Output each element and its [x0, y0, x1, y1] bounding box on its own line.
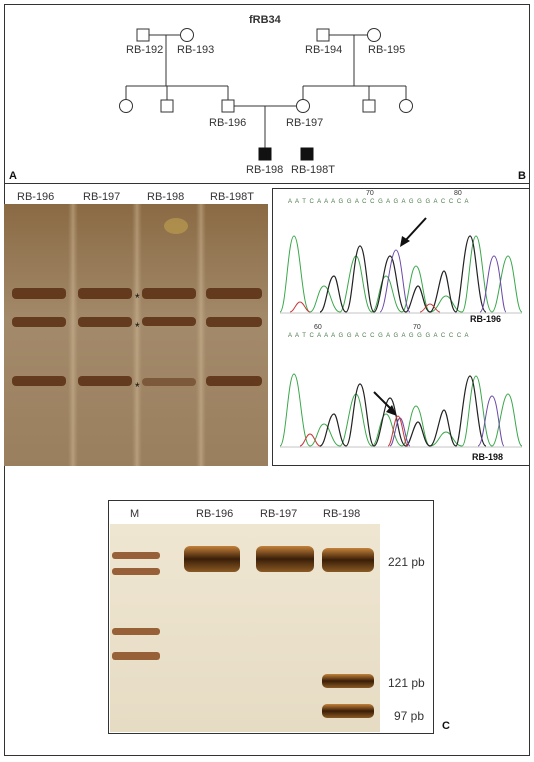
sscp-lane-label: RB-198 [147, 191, 185, 203]
size-label-97: 97 pb [394, 709, 425, 723]
seq-top-ruler: 70 [366, 190, 374, 197]
sscp-band [12, 317, 66, 327]
band-rb196-221 [184, 546, 240, 572]
label-rb197: RB-197 [286, 117, 324, 129]
label-rb194: RB-194 [305, 44, 343, 56]
pedigree-family-id: fRB34 [249, 14, 281, 26]
sscp-band [142, 378, 196, 386]
pedigree-female-sib-right [399, 99, 413, 113]
band-rb198-97 [322, 704, 374, 718]
pedigree-male-rb194 [316, 28, 330, 42]
panel-a-letter: A [9, 170, 17, 182]
label-rb198: RB-198 [246, 164, 284, 176]
panel-b-sequence-frame [272, 188, 530, 466]
sscp-band [78, 317, 132, 327]
pedigree-affected-rb198t [300, 147, 314, 161]
sscp-star-marker: * [135, 380, 140, 394]
label-rb198t: RB-198T [291, 164, 336, 176]
pedigree-female-rb197 [296, 99, 310, 113]
seq-bottom-ruler: 70 [413, 324, 421, 331]
sscp-band [206, 288, 262, 299]
label-rb192: RB-192 [126, 44, 164, 56]
sscp-gel-image [4, 204, 268, 466]
sscp-band [78, 376, 132, 386]
restriction-lane-label: RB-196 [196, 508, 234, 520]
ladder-band [112, 652, 160, 660]
sscp-band [78, 288, 132, 299]
restriction-gel-image [110, 524, 380, 732]
pedigree-diagram [119, 28, 413, 161]
sscp-lane-label: RB-196 [17, 191, 55, 203]
sscp-band [12, 376, 66, 386]
pedigree-male-rb192 [136, 28, 150, 42]
panel-a-pedigree-frame [4, 4, 530, 184]
chromatogram-top [280, 217, 522, 314]
seq-bottom-ruler: 60 [314, 324, 322, 331]
seq-top-bases: A A T C A A A G G A C C G A G A G G G A … [288, 199, 470, 205]
pedigree-male-sib-right [362, 99, 376, 113]
pedigree-female-rb195 [367, 28, 381, 42]
pedigree-male-rb196 [221, 99, 235, 113]
sscp-lane-label: RB-197 [83, 191, 121, 203]
band-rb198-121 [322, 674, 374, 688]
seq-bottom-bases: A A T C A A A G G A C C G A G A G G G A … [288, 333, 470, 339]
sscp-star-marker: * [135, 291, 140, 305]
sscp-band [142, 317, 196, 326]
ladder-band [112, 628, 160, 635]
label-rb193: RB-193 [177, 44, 215, 56]
sscp-star-marker: * [135, 320, 140, 334]
sscp-lane-label: RB-198T [210, 191, 255, 203]
pedigree-female-sib [119, 99, 133, 113]
label-rb196: RB-196 [209, 117, 247, 129]
seq-top-label: RB-196 [470, 314, 502, 324]
sscp-band [206, 317, 262, 327]
ladder-band [112, 552, 160, 559]
pedigree-affected-rb198 [258, 147, 272, 161]
chromatogram-bottom [280, 373, 522, 448]
label-rb195: RB-195 [368, 44, 406, 56]
restriction-lane-label: M [130, 508, 140, 520]
sscp-band [142, 288, 196, 299]
pedigree-male-sib [160, 99, 174, 113]
seq-bottom-label: RB-198 [472, 452, 504, 462]
panel-c-gel-frame [108, 500, 434, 734]
restriction-lane-label: RB-197 [260, 508, 298, 520]
sscp-band [206, 376, 262, 386]
pedigree-female-rb193 [180, 28, 194, 42]
ladder-band [112, 568, 160, 575]
size-label-221: 221 pb [388, 555, 425, 569]
restriction-lane-label: RB-198 [323, 508, 361, 520]
panel-c-letter: C [442, 720, 450, 732]
panel-b-letter: B [518, 170, 526, 182]
band-rb197-221 [256, 546, 314, 572]
seq-top-ruler: 80 [454, 190, 462, 197]
sscp-band [12, 288, 66, 299]
size-label-121: 121 pb [388, 676, 425, 690]
band-rb198-221 [322, 548, 374, 572]
